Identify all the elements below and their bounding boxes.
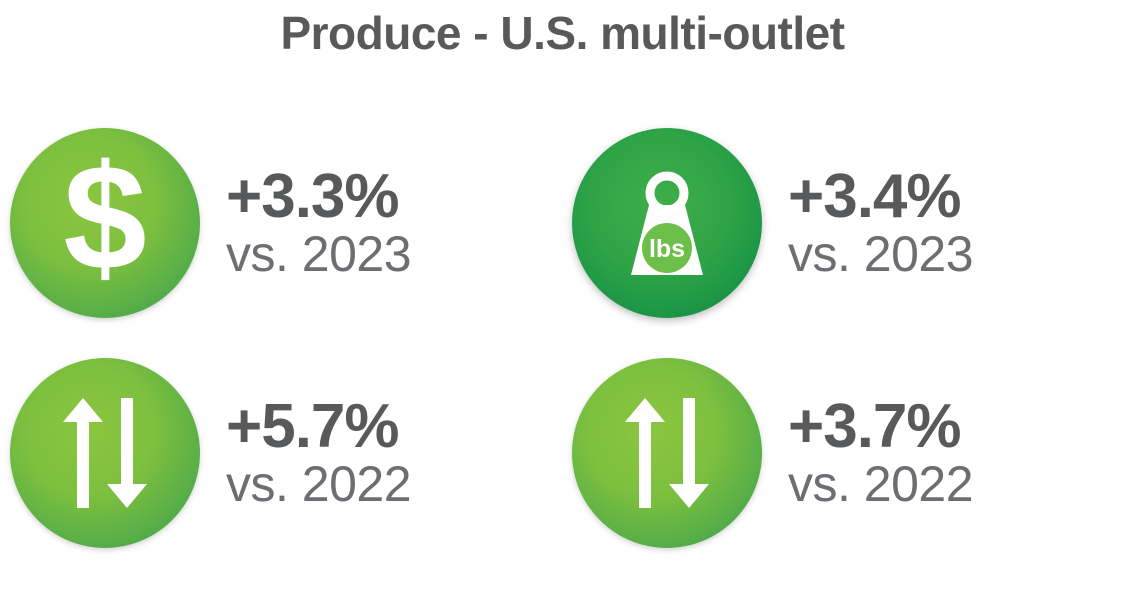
svg-text:$: $ [63, 153, 146, 293]
stat-badge-dollar: $ [10, 128, 200, 318]
dollar-sign-icon: $ [46, 153, 164, 293]
stat-text-dollar-2023: +3.3% vs. 2023 [200, 162, 412, 283]
stat-compare: vs. 2023 [788, 226, 974, 283]
page-title: Produce - U.S. multi-outlet [280, 7, 845, 59]
stat-value: +3.4% [788, 162, 962, 232]
stat-compare: vs. 2022 [226, 456, 412, 513]
svg-text:lbs: lbs [649, 235, 685, 263]
up-down-arrows-icon [607, 378, 727, 528]
stat-text-volume-2023: +3.4% vs. 2023 [762, 162, 974, 283]
stats-grid: $ +3.3% vs. 2023 lbs [0, 108, 1125, 568]
stat-badge-weight: lbs [572, 128, 762, 318]
weight-lbs-icon: lbs [597, 153, 737, 293]
stat-cell-volume-2023: lbs +3.4% vs. 2023 [562, 108, 1125, 338]
stat-compare: vs. 2022 [788, 456, 974, 513]
stat-value: +5.7% [226, 392, 400, 462]
stat-value: +3.7% [788, 392, 962, 462]
stat-text-dollar-2022: +5.7% vs. 2022 [200, 392, 412, 513]
stat-cell-dollar-2022: +5.7% vs. 2022 [0, 338, 562, 568]
stat-value: +3.3% [226, 162, 400, 232]
stat-cell-dollar-2023: $ +3.3% vs. 2023 [0, 108, 562, 338]
stat-cell-volume-2022: +3.7% vs. 2022 [562, 338, 1125, 568]
stat-text-volume-2022: +3.7% vs. 2022 [762, 392, 974, 513]
stat-badge-arrows-right [572, 358, 762, 548]
up-down-arrows-icon [45, 378, 165, 528]
stat-compare: vs. 2023 [226, 226, 412, 283]
stat-badge-arrows-left [10, 358, 200, 548]
